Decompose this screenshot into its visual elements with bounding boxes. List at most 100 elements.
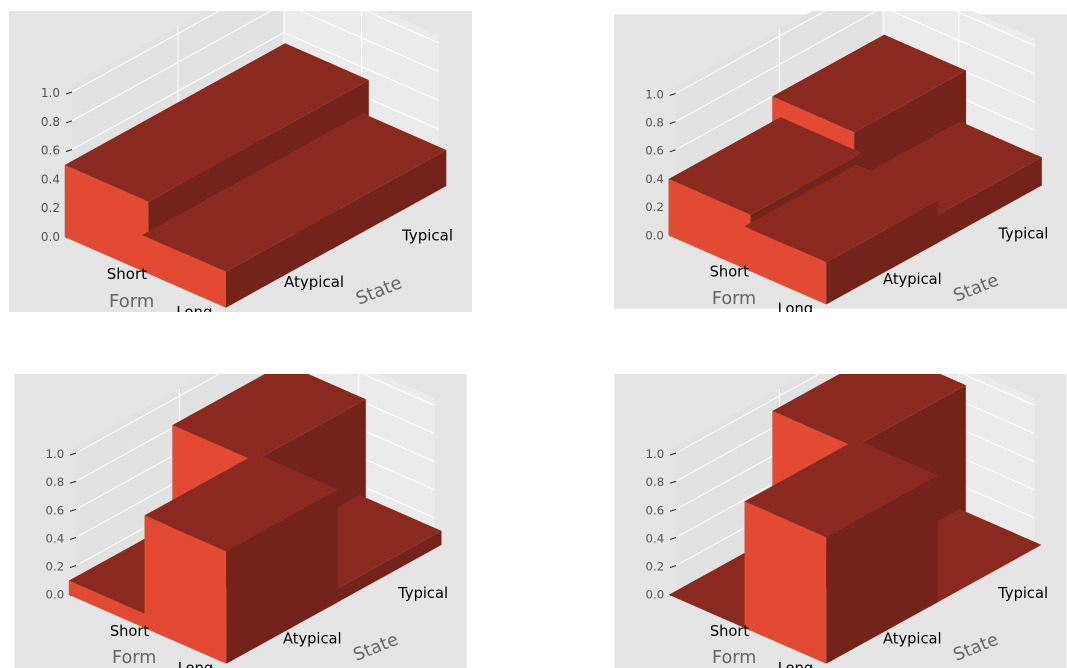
z-tick-label: 0.4 [645, 172, 664, 186]
chart-panel-4: 0.0 0.2 0.4 0.6 0.8 1.0 Short Long Atypical Typic… [614, 374, 1067, 668]
bar-side-face [226, 489, 338, 664]
z-tick-label: 1.0 [46, 447, 65, 461]
z-tick-label: 0.0 [46, 588, 65, 602]
bar-top-face [248, 113, 447, 214]
z-tick-label: 1.0 [645, 87, 664, 101]
bar-side-face [329, 530, 442, 607]
z-gridline [71, 11, 440, 93]
z-tick-label: 0.2 [46, 560, 65, 574]
bar-front-face [142, 235, 226, 308]
form-tick-label: Long [778, 301, 813, 312]
z-tick-label: 0.4 [46, 531, 65, 545]
z-tick-label: 0.6 [41, 144, 60, 158]
chart-panel-3: 0.0 0.2 0.4 0.6 0.8 1.0 Short Long Atypical Typic… [14, 374, 467, 668]
state-tick-label: Typical [397, 585, 448, 602]
z-tick-label: 0.8 [646, 475, 665, 489]
bar-front-face [668, 179, 751, 272]
state-tick-label: Atypical [284, 273, 344, 291]
bar-front-face [744, 501, 827, 664]
z-gridline [675, 11, 1035, 123]
chart-panel-2: 0.0 0.2 0.4 0.6 0.8 1.0 Short Long Atypical Typic… [614, 11, 1067, 312]
bar-side-face [331, 150, 447, 250]
z-tick-label: 0.2 [645, 200, 664, 214]
bar-top-face [772, 34, 967, 133]
z-tick [669, 508, 677, 512]
z-tick-label: 0.8 [645, 116, 664, 130]
state-tick-label: Atypical [883, 630, 942, 647]
z-tick-label: 0.4 [41, 172, 60, 186]
z-tick-label: 0.8 [46, 475, 65, 489]
z-tick [65, 149, 73, 153]
form-tick-label: Short [710, 623, 750, 640]
bar-top-face [170, 43, 369, 144]
z-tick [669, 565, 677, 569]
bar-long-atypical [144, 453, 338, 664]
z-tick-label: 0.2 [646, 560, 665, 574]
z-gridline [675, 374, 1035, 482]
bar-side-face [826, 475, 938, 664]
z-tick-label: 0.6 [646, 503, 665, 517]
z-tick-label: 0.0 [645, 228, 664, 242]
z-tick-label: 0.6 [46, 503, 65, 517]
z-tick-label: 1.0 [646, 447, 665, 461]
z-gridline [71, 11, 440, 122]
z-tick-label: 0.2 [41, 201, 60, 215]
form-tick-label: Short [107, 265, 147, 283]
x-axis-title: Form [109, 291, 154, 312]
x-axis-title: Form [712, 289, 756, 309]
state-tick-label: Typical [998, 226, 1049, 243]
z-tick-label: 0.8 [41, 115, 60, 129]
bar-top-face [744, 164, 939, 263]
z-gridline [75, 374, 435, 454]
x-axis-title: Form [112, 648, 156, 668]
state-tick-label: Typical [401, 226, 453, 244]
form-tick-label: Long [778, 660, 813, 668]
bar-top-face [668, 117, 863, 215]
bar-top-face [144, 453, 338, 552]
z-tick [669, 149, 676, 153]
form-tick-label: Short [110, 623, 150, 640]
z-tick [669, 537, 677, 540]
bar-side-face [826, 200, 939, 305]
bar-long-atypical [744, 439, 938, 664]
state-tick-label: Atypical [883, 271, 942, 288]
z-tick [65, 91, 73, 95]
bar-side-face [929, 157, 1042, 248]
bar-front-face [144, 515, 227, 664]
z-tick [65, 120, 73, 124]
z-tick-label: 1.0 [41, 86, 60, 100]
z-gridline [75, 374, 435, 482]
z-tick [669, 121, 676, 125]
bar-side-face [225, 208, 341, 308]
z-tick [669, 452, 677, 456]
form-tick-label: Short [710, 263, 750, 280]
bar-top-face [64, 101, 263, 202]
form-tick-label: Long [176, 303, 212, 312]
z-tick [669, 93, 676, 96]
z-tick [669, 480, 677, 484]
state-tick-label: Typical [997, 585, 1048, 602]
z-tick [69, 565, 77, 569]
bar-top-face [142, 171, 341, 272]
z-tick-label: 0.4 [646, 531, 665, 545]
bar-long-atypical [142, 171, 341, 308]
bar-top-face [172, 374, 366, 461]
z-tick-label: 0.0 [41, 230, 60, 244]
bar-front-face [68, 580, 151, 631]
state-tick-label: Atypical [283, 630, 342, 647]
bar-front-face [64, 165, 149, 274]
form-tick-label: Long [178, 660, 213, 668]
z-tick [69, 537, 77, 540]
z-tick [69, 508, 77, 512]
chart-panel-1: 0.0 0.2 0.4 0.6 0.8 1.0 Short Long Atypical Typic… [9, 11, 472, 312]
bar-front-face [744, 226, 827, 305]
x-axis-title: Form [712, 648, 756, 668]
z-gridline [675, 374, 1035, 454]
bar-top-face [744, 439, 938, 538]
z-gridline [675, 11, 1035, 94]
bar-long-atypical [744, 164, 939, 305]
z-tick [69, 452, 77, 456]
z-tick-label: 0.0 [646, 588, 665, 602]
z-tick-label: 0.6 [645, 144, 664, 158]
